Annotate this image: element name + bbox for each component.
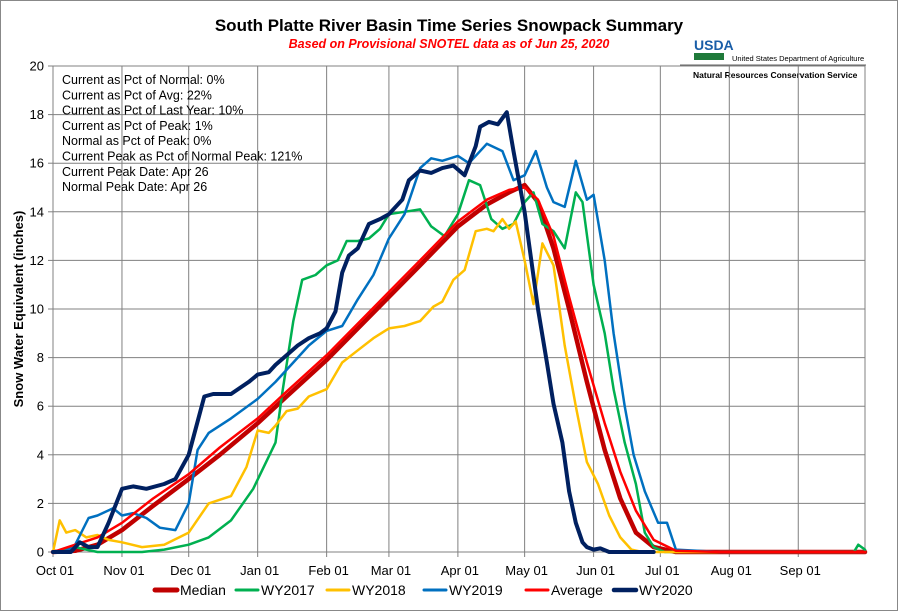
series-line-average: [51, 186, 867, 554]
y-tick-label: 14: [30, 204, 44, 219]
legend-label-wy2020: WY2020: [639, 582, 693, 598]
y-tick-label: 12: [30, 253, 44, 268]
stat-line: Current as Pct of Last Year: 10%: [62, 104, 243, 118]
legend: Median WY2017 WY2018 WY2019 Average WY2020: [152, 582, 693, 598]
series-lines: [50, 110, 868, 555]
series-line-wy2019: [51, 142, 867, 554]
legend-label-wy2017: WY2017: [261, 582, 315, 598]
nrcs-label: Natural Resources Conservation Service: [693, 70, 858, 80]
y-tick-label: 6: [37, 399, 44, 414]
stat-line: Current as Pct of Normal: 0%: [62, 73, 225, 87]
legend-label-average: Average: [551, 582, 603, 598]
series-line-wy2017: [51, 178, 867, 554]
x-tick-label: Jun 01: [576, 563, 615, 578]
series-line-wy2018: [51, 217, 867, 554]
x-tick-label: Dec 01: [170, 563, 211, 578]
y-tick-label: 20: [30, 59, 44, 74]
legend-label-wy2019: WY2019: [449, 582, 503, 598]
usda-logo-field-icon: [694, 53, 724, 60]
series-line-median: [50, 182, 868, 555]
legend-label-wy2018: WY2018: [352, 582, 406, 598]
y-tick-label: 0: [37, 545, 44, 560]
stat-line: Current as Pct of Peak: 1%: [62, 119, 213, 133]
y-tick-label: 4: [37, 447, 44, 462]
y-tick-label: 10: [30, 302, 44, 317]
x-tick-label: Nov 01: [103, 563, 144, 578]
y-tick-label: 16: [30, 156, 44, 171]
usda-logo: USDA United States Department of Agricul…: [680, 37, 866, 80]
y-axis-label: Snow Water Equivalent (inches): [11, 211, 26, 408]
stat-line: Current Peak Date: Apr 26: [62, 165, 209, 179]
x-tick-label: Aug 01: [711, 563, 752, 578]
y-axis: 0 2 4 6 8 10 12 14 16 18 20: [30, 59, 53, 560]
usda-department-label: United States Department of Agriculture: [732, 54, 864, 63]
x-tick-label: Mar 01: [371, 563, 411, 578]
x-tick-label: Apr 01: [441, 563, 479, 578]
x-tick-label: Feb 01: [308, 563, 348, 578]
x-tick-label: Jul 01: [645, 563, 680, 578]
x-tick-label: Jan 01: [240, 563, 279, 578]
x-tick-label: Oct 01: [36, 563, 74, 578]
usda-wordmark: USDA: [694, 37, 734, 53]
stats-annotations: Current as Pct of Normal: 0%Current as P…: [62, 73, 302, 194]
legend-label-median: Median: [180, 582, 226, 598]
y-tick-label: 2: [37, 496, 44, 511]
stat-line: Current as Pct of Avg: 22%: [62, 88, 212, 102]
y-tick-label: 18: [30, 107, 44, 122]
x-tick-label: May 01: [505, 563, 548, 578]
y-tick-label: 8: [37, 350, 44, 365]
chart-title: South Platte River Basin Time Series Sno…: [215, 16, 684, 35]
x-axis: Oct 01 Nov 01 Dec 01 Jan 01 Feb 01 Mar 01 Apr …: [36, 552, 821, 578]
stat-line: Normal as Pct of Peak: 0%: [62, 134, 211, 148]
chart-subtitle: Based on Provisional SNOTEL data as of J…: [289, 37, 610, 51]
stat-line: Normal Peak Date: Apr 26: [62, 180, 207, 194]
stat-line: Current Peak as Pct of Normal Peak: 121%: [62, 150, 302, 164]
series-line-wy2020: [51, 110, 656, 554]
x-tick-label: Sep 01: [780, 563, 821, 578]
